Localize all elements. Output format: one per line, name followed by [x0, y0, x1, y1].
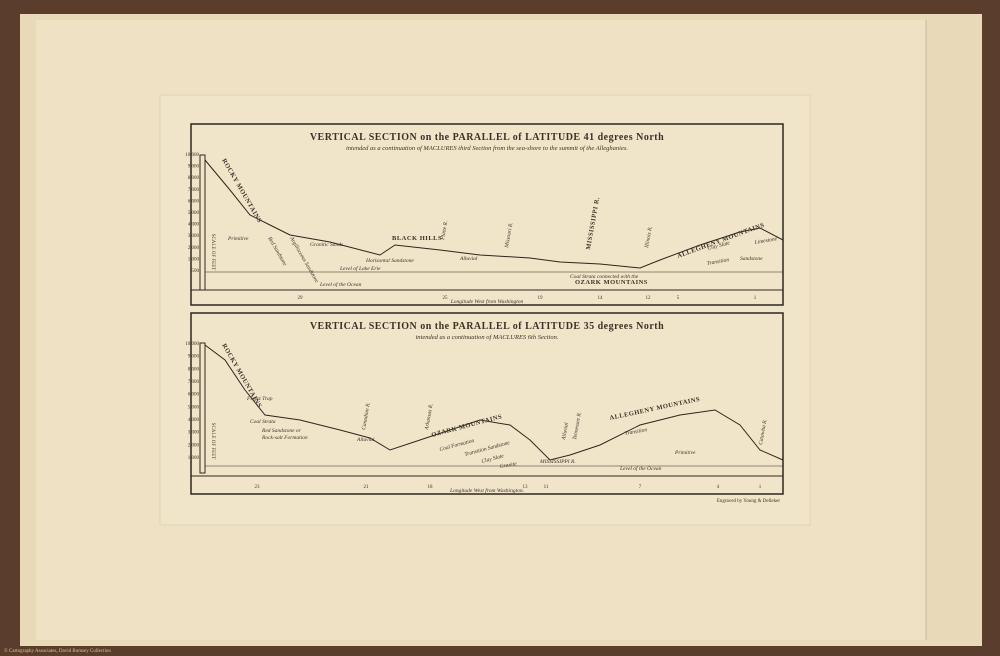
section-label: Coal Strata connected with the	[570, 274, 639, 280]
scale-tick-label: 7,000	[188, 380, 200, 385]
scale-tick-label: 9,000	[188, 355, 200, 360]
section-label: Transition	[706, 257, 730, 267]
scale-tick-label: 10,000	[185, 153, 199, 158]
section-label: BLACK HILLS	[392, 235, 442, 242]
scale-tick-label: 4,000	[188, 223, 200, 228]
longitude-tick-label: 12	[646, 296, 652, 301]
section-label: MISSISSIPPI R.	[539, 459, 576, 465]
section-label: Horizontal Sandstone	[365, 258, 414, 264]
section-label: Alluvial	[459, 256, 478, 262]
section-label: Clay Slate	[707, 240, 731, 252]
section-label: Floetz Trap	[246, 396, 273, 402]
section-label: Arkansas R.	[424, 403, 435, 431]
scale-bar	[199, 342, 206, 474]
longitude-tick-label: 18	[428, 485, 434, 490]
section-label: Coal Strata	[250, 419, 276, 425]
section-label: Level of the Ocean	[619, 465, 662, 472]
axis-label: Longitude West from Washington	[450, 298, 524, 305]
scale-tick-label: 500	[192, 269, 200, 274]
section-label: Missouri R.	[504, 222, 515, 249]
section-label: Catawba R.	[758, 419, 768, 446]
longitude-tick-label: 4	[717, 485, 720, 490]
section-label: Level of the Ocean	[319, 281, 362, 288]
scale-tick-label: 10,000	[185, 342, 199, 347]
scale-tick-label: 1,000	[188, 257, 200, 262]
longitude-tick-label: 25	[443, 296, 449, 301]
section-label: Primitive	[227, 236, 249, 242]
section-label: Platte R.	[440, 220, 449, 241]
section-label: Sandstone	[740, 256, 763, 262]
longitude-tick-label: 1	[754, 296, 757, 301]
longitude-tick-label: 23	[255, 485, 261, 490]
scale-tick-label: 6,000	[188, 199, 200, 204]
panel-subtitle: intended as a continuation of MACLURES t…	[346, 145, 628, 152]
longitude-tick-label: 13	[523, 485, 529, 490]
longitude-tick-label: 5	[677, 296, 680, 301]
section-label: Rock-salt Formation	[261, 435, 308, 441]
scale-tick-label: 3,000	[188, 234, 200, 239]
section-label: OZARK MOUNTAINS	[575, 279, 648, 286]
panel-subtitle: intended as a continuation of MACLURES 6…	[416, 334, 559, 341]
section-label: Granite	[499, 461, 517, 470]
scale-tick-label: 8,000	[188, 176, 200, 181]
axis-label: Longitude West from Washington.	[449, 487, 524, 494]
credit: © Cartography Associates, David Rumsey C…	[4, 648, 111, 654]
panel-frame	[190, 312, 784, 495]
section-label: Red Sandstone or	[261, 428, 302, 434]
scale-tick-label: 9,000	[188, 165, 200, 170]
scale-tick-label: 1,000	[188, 456, 200, 461]
scale-tick-label: 7,000	[188, 188, 200, 193]
plate	[159, 94, 811, 526]
section-label: Tennessee R.	[572, 412, 583, 441]
section-label: Alluvial	[356, 437, 375, 443]
scale-tick-label: 3,000	[188, 431, 200, 436]
scale-tick-label: 4,000	[188, 418, 200, 423]
longitude-tick-label: 1	[759, 485, 762, 490]
scale-tick-label: 2,000	[188, 443, 200, 448]
section-label: Clay Slate	[481, 453, 505, 465]
panel-title: VERTICAL SECTION on the PARALLEL of LATI…	[310, 321, 664, 332]
section-label: Granitic Sands	[310, 242, 343, 248]
longitude-tick-label: 19	[538, 296, 544, 301]
scale-tick-label: 6,000	[188, 393, 200, 398]
longitude-tick-label: 21	[364, 485, 370, 490]
section-label: Level of Lake Erie	[339, 265, 381, 272]
longitude-tick-label: 29	[298, 296, 304, 301]
longitude-tick-label: 14	[598, 296, 604, 301]
panel-frame	[190, 123, 784, 306]
section-label: Limestone	[753, 236, 778, 246]
scale-tick-label: 8,000	[188, 367, 200, 372]
scale-tick-label: 5,000	[188, 211, 200, 216]
longitude-tick-label: 7	[639, 485, 642, 490]
section-label: Alluvial	[561, 422, 570, 442]
section-label: Transition	[624, 427, 648, 437]
section-label: Illinois R.	[644, 226, 654, 249]
section-label: Canadian R.	[361, 402, 372, 430]
section-label: Primitive	[674, 450, 696, 456]
panel-title: VERTICAL SECTION on the PARALLEL of LATI…	[310, 132, 664, 143]
scale-label: SCALE OF FEET	[210, 423, 215, 460]
engraver-note: Engraved by Young & Delleker	[717, 499, 781, 504]
profile	[204, 159, 784, 269]
scale-label: SCALE OF FEET	[210, 234, 215, 271]
longitude-tick-label: 11	[544, 485, 549, 490]
scale-tick-label: 2,000	[188, 246, 200, 251]
profile	[204, 344, 784, 461]
scale-tick-label: 5,000	[188, 405, 200, 410]
